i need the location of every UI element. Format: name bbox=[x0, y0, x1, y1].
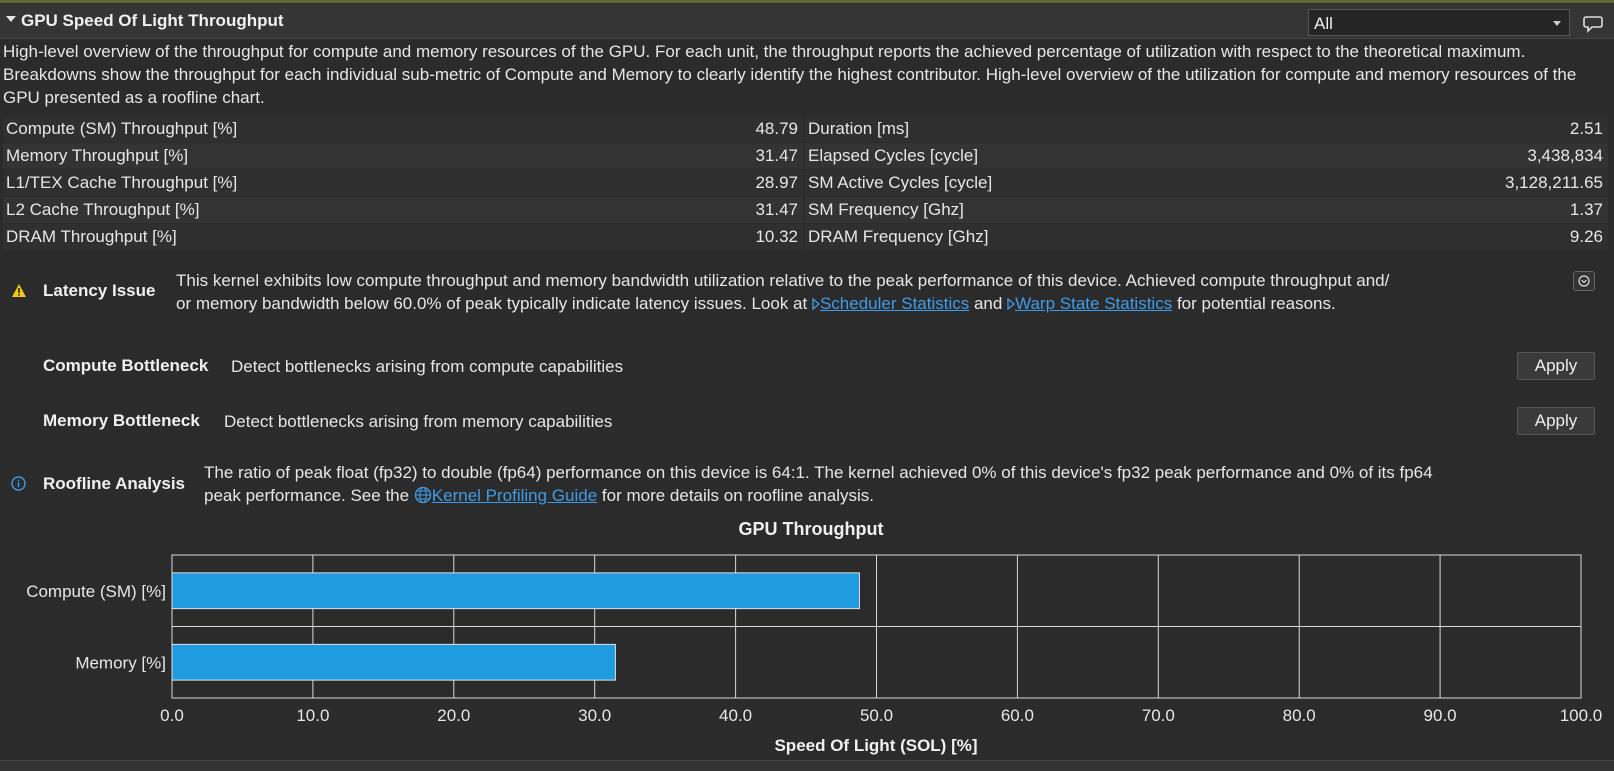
warning-icon bbox=[12, 284, 26, 297]
chart-bars bbox=[171, 572, 860, 681]
bottom-bar bbox=[0, 760, 1614, 771]
globe-icon bbox=[414, 486, 431, 504]
x-tick-label: 100.0 bbox=[1560, 706, 1603, 725]
chart-x-axis-label: Speed Of Light (SOL) [%] bbox=[774, 736, 977, 755]
x-tick-label: 80.0 bbox=[1283, 706, 1316, 725]
metric-name: SM Active Cycles [cycle] bbox=[808, 173, 993, 192]
x-tick-label: 20.0 bbox=[437, 706, 470, 725]
metric-cell: SM Frequency [Ghz] 1.37 bbox=[805, 197, 1608, 223]
metrics-row: Memory Throughput [%] 31.47 Elapsed Cycle… bbox=[3, 143, 1608, 169]
apply-compute-button[interactable]: Apply bbox=[1517, 352, 1595, 380]
rule-text: or memory bandwidth below 60.0% of peak … bbox=[176, 294, 812, 313]
x-tick-label: 40.0 bbox=[719, 706, 752, 725]
x-tick-label: 60.0 bbox=[1001, 706, 1034, 725]
metric-value: 2.51 bbox=[1569, 119, 1603, 138]
x-tick-label: 0.0 bbox=[160, 706, 184, 725]
expand-rule-button[interactable] bbox=[1573, 271, 1595, 291]
rule-name: Compute Bottleneck bbox=[43, 356, 209, 375]
metric-cell: Memory Throughput [%] 31.47 bbox=[3, 143, 803, 169]
rule-name: Roofline Analysis bbox=[43, 474, 186, 493]
collapse-triangle-icon[interactable] bbox=[6, 16, 16, 22]
kernel-profiling-guide-link[interactable]: Kernel Profiling Guide bbox=[431, 486, 598, 505]
section-title: GPU Speed Of Light Throughput bbox=[21, 11, 284, 30]
metric-value: 9.26 bbox=[1569, 227, 1603, 246]
rule-message: This kernel exhibits low compute through… bbox=[176, 269, 1556, 315]
chevron-down-circle-icon bbox=[1578, 275, 1590, 287]
metric-cell: L1/TEX Cache Throughput [%] 28.97 bbox=[3, 170, 803, 196]
rule-message: Detect bottlenecks arising from memory c… bbox=[224, 412, 613, 431]
x-tick-label: 10.0 bbox=[296, 706, 329, 725]
bar bbox=[171, 572, 860, 610]
metrics-table: Compute (SM) Throughput [%] 48.79 Duratio… bbox=[3, 116, 1608, 251]
metrics-row: DRAM Throughput [%] 10.32 DRAM Frequency … bbox=[3, 224, 1608, 250]
metric-name: SM Frequency [Ghz] bbox=[808, 200, 964, 219]
metric-cell: L2 Cache Throughput [%] 31.47 bbox=[3, 197, 803, 223]
apply-memory-button[interactable]: Apply bbox=[1517, 407, 1595, 435]
metric-name: Duration [ms] bbox=[808, 119, 910, 138]
metric-name: DRAM Throughput [%] bbox=[6, 227, 177, 246]
bar bbox=[171, 643, 616, 681]
metric-name: L1/TEX Cache Throughput [%] bbox=[6, 173, 238, 192]
metric-value: 1.37 bbox=[1569, 200, 1603, 219]
warp-state-statistics-link[interactable]: Warp State Statistics bbox=[1015, 294, 1173, 313]
chevron-down-icon bbox=[1553, 21, 1561, 26]
scheduler-statistics-link[interactable]: Scheduler Statistics bbox=[819, 294, 970, 313]
rule-text: for potential reasons. bbox=[1172, 294, 1336, 313]
y-category-label: Memory [%] bbox=[75, 653, 166, 672]
link-arrow-icon bbox=[1007, 297, 1016, 311]
rule-text: for more details on roofline analysis. bbox=[597, 486, 875, 505]
metric-value: 3,128,211.65 bbox=[1505, 173, 1603, 192]
x-tick-label: 30.0 bbox=[578, 706, 611, 725]
metrics-row: Compute (SM) Throughput [%] 48.79 Duratio… bbox=[3, 116, 1608, 142]
rule-text: This kernel exhibits low compute through… bbox=[176, 271, 1390, 290]
metric-value: 31.47 bbox=[755, 146, 798, 165]
metric-cell: DRAM Frequency [Ghz] 9.26 bbox=[805, 224, 1608, 250]
metric-name: DRAM Frequency [Ghz] bbox=[808, 227, 989, 246]
rule-text: The ratio of peak float (fp32) to double… bbox=[204, 463, 1433, 482]
rule-name: Latency Issue bbox=[43, 281, 156, 300]
rule-name: Memory Bottleneck bbox=[43, 411, 200, 430]
metric-value: 3,438,834 bbox=[1527, 146, 1603, 165]
metrics-row: L2 Cache Throughput [%] 31.47 SM Frequenc… bbox=[3, 197, 1608, 223]
metric-value: 10.32 bbox=[755, 227, 798, 246]
section-description: High-level overview of the throughput fo… bbox=[3, 42, 1577, 107]
rule-message: The ratio of peak float (fp32) to double… bbox=[204, 461, 1584, 507]
link-arrow-icon bbox=[812, 297, 820, 311]
x-tick-label: 70.0 bbox=[1142, 706, 1175, 725]
rule-text: and bbox=[969, 294, 1008, 313]
body-filter-select[interactable]: All bbox=[1308, 9, 1570, 36]
rule-text: peak performance. See the bbox=[204, 486, 414, 505]
metric-value: 28.97 bbox=[755, 173, 798, 192]
metrics-row: L1/TEX Cache Throughput [%] 28.97 SM Acti… bbox=[3, 170, 1608, 196]
metric-name: Compute (SM) Throughput [%] bbox=[6, 119, 238, 138]
info-icon bbox=[11, 476, 26, 491]
chart-x-ticks: 0.0 10.0 20.0 30.0 40.0 50.0 60.0 70.0 80.0 90.0 1… bbox=[160, 706, 1602, 725]
top-accent-line bbox=[0, 0, 1614, 3]
metric-cell: Elapsed Cycles [cycle] 3,438,834 bbox=[805, 143, 1608, 169]
chart-y-labels: Compute (SM) [%] Memory [%] bbox=[26, 582, 166, 673]
metric-name: L2 Cache Throughput [%] bbox=[6, 200, 200, 219]
metric-name: Memory Throughput [%] bbox=[6, 146, 189, 165]
chart-title: GPU Throughput bbox=[739, 520, 884, 539]
y-category-label: Compute (SM) [%] bbox=[26, 582, 166, 601]
metric-cell: DRAM Throughput [%] 10.32 bbox=[3, 224, 803, 250]
metric-cell: Compute (SM) Throughput [%] 48.79 bbox=[3, 116, 803, 142]
metric-value: 31.47 bbox=[755, 200, 798, 219]
rule-message: Detect bottlenecks arising from compute … bbox=[231, 357, 624, 376]
metric-name: Elapsed Cycles [cycle] bbox=[808, 146, 979, 165]
metric-cell: SM Active Cycles [cycle] 3,128,211.65 bbox=[805, 170, 1608, 196]
section-header[interactable]: GPU Speed Of Light Throughput All bbox=[0, 4, 1614, 39]
comment-icon[interactable] bbox=[1582, 12, 1604, 34]
metric-value: 48.79 bbox=[755, 119, 798, 138]
gpu-throughput-chart: GPU Throughput Compute (SM) [%] Memory [%… bbox=[26, 520, 1602, 755]
metric-cell: Duration [ms] 2.51 bbox=[805, 116, 1608, 142]
x-tick-label: 90.0 bbox=[1424, 706, 1457, 725]
filter-selected-value: All bbox=[1314, 14, 1333, 33]
x-tick-label: 50.0 bbox=[860, 706, 893, 725]
